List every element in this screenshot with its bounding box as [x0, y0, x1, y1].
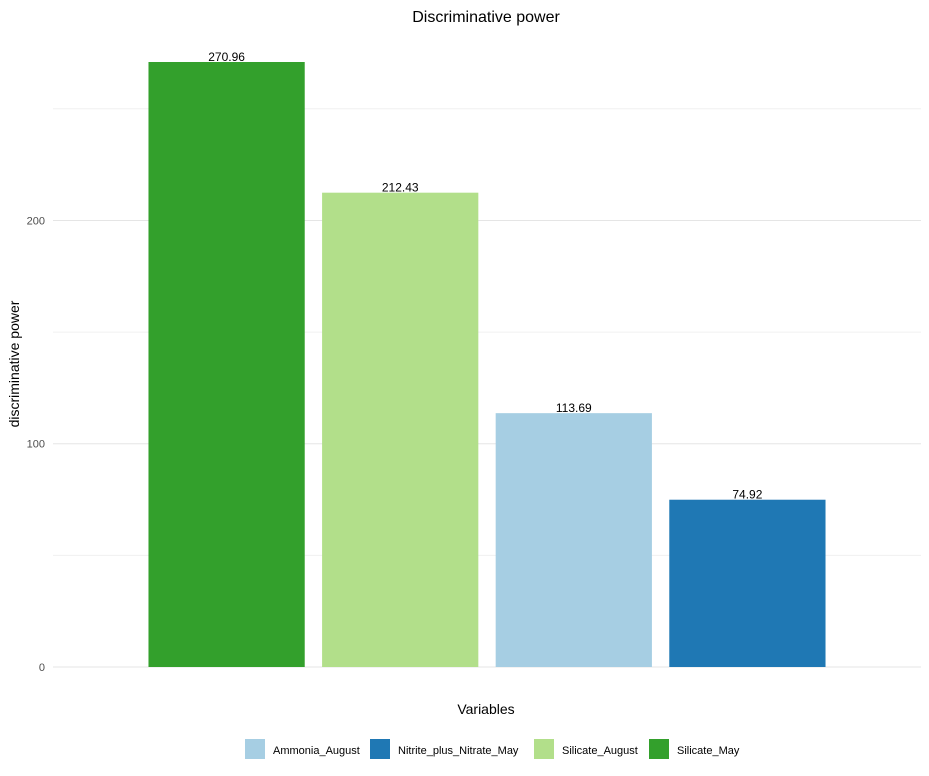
bar-ammonia-august — [495, 413, 652, 667]
data-labels: 270.96 212.43 113.69 74.92 — [208, 50, 762, 502]
y-tick-label: 200 — [27, 215, 45, 227]
data-label: 270.96 — [208, 50, 245, 64]
legend-label: Nitrite_plus_Nitrate_May — [398, 745, 519, 757]
bar-silicate-may — [148, 62, 305, 667]
data-label: 74.92 — [732, 488, 762, 502]
legend-key — [649, 739, 669, 759]
y-tick-label: 100 — [27, 439, 45, 451]
legend-key — [245, 739, 265, 759]
y-axis-label: discriminative power — [6, 300, 22, 427]
data-label: 113.69 — [556, 401, 592, 415]
data-label: 212.43 — [382, 181, 419, 195]
legend-key — [370, 739, 390, 759]
legend-label: Silicate_August — [562, 745, 638, 757]
legend: Ammonia_August Nitrite_plus_Nitrate_May Si… — [245, 739, 740, 759]
bar-nitrite-plus-nitrate-may — [669, 499, 826, 667]
bars — [148, 62, 826, 667]
y-axis-ticks: 0 100 200 — [27, 215, 45, 674]
y-tick-label: 0 — [39, 662, 45, 674]
bar-silicate-august — [322, 192, 479, 667]
legend-key — [534, 739, 554, 759]
legend-label: Silicate_May — [677, 745, 740, 757]
legend-label: Ammonia_August — [273, 745, 360, 757]
x-axis-label: Variables — [457, 701, 514, 717]
chart-title: Discriminative power — [412, 9, 560, 26]
